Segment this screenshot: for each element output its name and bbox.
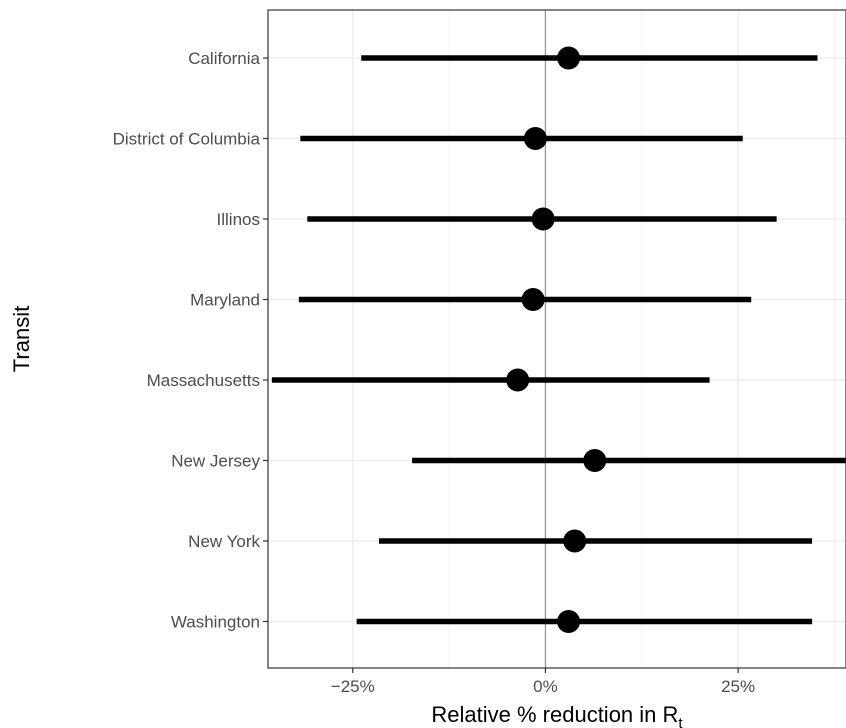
- y-tick-label: California: [188, 49, 260, 68]
- x-tick-label: 0%: [533, 677, 558, 696]
- y-tick-label: New York: [188, 532, 260, 551]
- estimate-point: [523, 127, 547, 150]
- point-estimates: [506, 46, 607, 633]
- y-tick-label: New Jersey: [171, 452, 260, 471]
- estimate-point: [531, 207, 555, 231]
- estimate-point: [557, 610, 581, 633]
- y-axis: California District of Columbia Illinos Mar…: [113, 49, 268, 632]
- panel-background: [268, 10, 846, 668]
- x-axis-title-text: Relative % reduction in: [431, 702, 656, 727]
- minor-grid: [448, 10, 835, 668]
- x-axis-title-symbol: R: [663, 702, 679, 727]
- estimate-point: [506, 368, 530, 392]
- x-axis-title: Relative % reduction in Rt: [431, 702, 683, 728]
- estimate-point: [557, 46, 581, 70]
- y-tick-label: Illinos: [217, 210, 260, 229]
- y-tick-label: Washington: [171, 613, 260, 632]
- estimate-point: [563, 529, 587, 553]
- estimate-point: [521, 288, 545, 311]
- x-tick-label: −25%: [331, 677, 375, 696]
- y-tick-label: Maryland: [190, 291, 260, 310]
- panel-border: [267, 9, 846, 669]
- y-tick-label: District of Columbia: [113, 130, 261, 149]
- x-axis-title-subscript: t: [678, 715, 683, 728]
- x-tick-label: 25%: [721, 677, 755, 696]
- estimate-point: [583, 449, 607, 472]
- y-tick-label: Massachusetts: [147, 371, 260, 390]
- y-axis-title: Transit: [9, 306, 34, 372]
- x-axis: −25% 0% 25%: [331, 668, 755, 696]
